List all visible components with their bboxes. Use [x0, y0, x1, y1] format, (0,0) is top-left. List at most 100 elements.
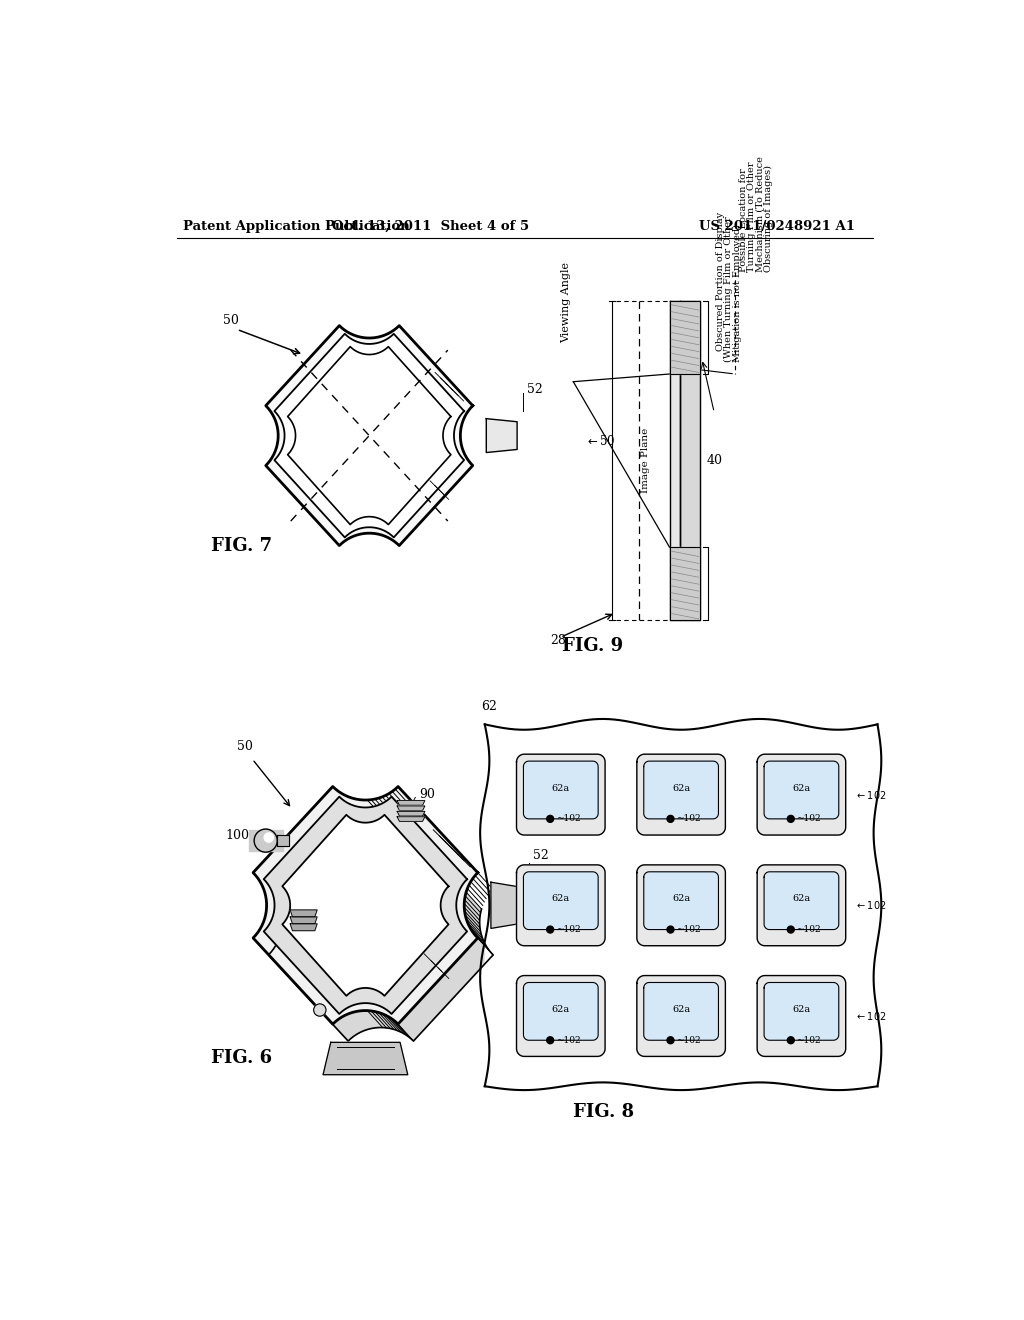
Text: 62a: 62a [552, 895, 570, 903]
Text: 62a: 62a [793, 1005, 810, 1014]
Circle shape [264, 833, 273, 842]
Polygon shape [397, 812, 425, 816]
Polygon shape [397, 807, 425, 810]
Polygon shape [764, 871, 839, 929]
Polygon shape [283, 814, 449, 995]
Text: US 2011/0248921 A1: US 2011/0248921 A1 [699, 219, 855, 232]
Polygon shape [670, 301, 700, 374]
Polygon shape [290, 917, 317, 924]
Polygon shape [490, 882, 528, 928]
Polygon shape [670, 301, 680, 620]
Text: ~102: ~102 [797, 1036, 821, 1044]
Text: Mitigation is not Employed): Mitigation is not Employed) [733, 224, 741, 363]
Polygon shape [266, 326, 473, 545]
Circle shape [787, 927, 795, 933]
Polygon shape [523, 871, 598, 929]
Text: Mechanism (To Reduce: Mechanism (To Reduce [756, 157, 765, 272]
Polygon shape [523, 982, 598, 1040]
Text: ~102: ~102 [676, 814, 700, 824]
Text: ~102: ~102 [797, 925, 821, 935]
Text: 54: 54 [340, 440, 354, 449]
Polygon shape [523, 762, 598, 818]
Text: 40: 40 [707, 454, 723, 467]
Text: Viewing Angle: Viewing Angle [560, 263, 570, 343]
Text: Oct. 13, 2011  Sheet 4 of 5: Oct. 13, 2011 Sheet 4 of 5 [333, 219, 529, 232]
Polygon shape [278, 836, 289, 846]
Circle shape [667, 816, 674, 822]
Polygon shape [397, 800, 425, 805]
Circle shape [667, 1036, 674, 1044]
Polygon shape [644, 762, 719, 818]
Text: 50: 50 [223, 314, 239, 326]
Polygon shape [680, 301, 700, 620]
Polygon shape [274, 334, 464, 537]
Text: 90: 90 [419, 788, 435, 801]
Text: Patent Application Publication: Patent Application Publication [183, 219, 410, 232]
Text: ~102: ~102 [556, 814, 581, 824]
Polygon shape [516, 754, 605, 836]
Polygon shape [264, 797, 467, 1014]
Polygon shape [397, 817, 425, 821]
Text: $\leftarrow$102: $\leftarrow$102 [855, 1010, 887, 1022]
Text: FIG. 9: FIG. 9 [562, 638, 623, 655]
Text: Turning Film or Other: Turning Film or Other [748, 162, 757, 272]
Text: Obscuring of Images): Obscuring of Images) [764, 165, 773, 272]
Circle shape [667, 927, 674, 933]
Text: FIG. 6: FIG. 6 [211, 1049, 272, 1067]
Polygon shape [764, 982, 839, 1040]
Text: 62a: 62a [672, 895, 690, 903]
Polygon shape [253, 787, 478, 1024]
Circle shape [787, 1036, 795, 1044]
Text: $\leftarrow$102: $\leftarrow$102 [855, 899, 887, 911]
Polygon shape [757, 865, 846, 945]
Text: Image Plane: Image Plane [641, 428, 650, 494]
Circle shape [254, 829, 278, 853]
Text: 100: 100 [225, 829, 250, 842]
Circle shape [313, 1003, 326, 1016]
Text: (When Turning Film or Other: (When Turning Film or Other [724, 216, 733, 363]
Polygon shape [253, 892, 494, 1041]
Text: 28: 28 [550, 634, 566, 647]
Text: 62a: 62a [672, 1005, 690, 1014]
Text: 90: 90 [291, 903, 306, 915]
Polygon shape [516, 865, 605, 945]
Polygon shape [764, 762, 839, 818]
Text: Possible Location for: Possible Location for [739, 169, 748, 272]
Text: 62: 62 [481, 701, 497, 714]
Text: 52: 52 [527, 383, 543, 396]
Text: $\leftarrow$50: $\leftarrow$50 [585, 434, 615, 449]
Polygon shape [644, 871, 719, 929]
Circle shape [547, 927, 554, 933]
Text: 62a: 62a [672, 784, 690, 792]
Polygon shape [644, 982, 719, 1040]
Polygon shape [484, 725, 878, 1086]
Polygon shape [290, 924, 317, 931]
Polygon shape [486, 418, 517, 453]
Polygon shape [290, 909, 317, 917]
Text: Obscured Portion of Display: Obscured Portion of Display [716, 211, 725, 351]
Text: ~102: ~102 [556, 1036, 581, 1044]
Text: FIG. 7: FIG. 7 [211, 537, 272, 556]
Polygon shape [516, 975, 605, 1056]
Text: FIG. 8: FIG. 8 [573, 1104, 635, 1121]
Polygon shape [637, 975, 725, 1056]
Text: 50: 50 [237, 739, 253, 752]
Text: ~102: ~102 [676, 925, 700, 935]
Circle shape [547, 1036, 554, 1044]
Text: 52: 52 [532, 849, 548, 862]
Text: ~102: ~102 [797, 814, 821, 824]
Polygon shape [757, 975, 846, 1056]
Text: 62a: 62a [552, 1005, 570, 1014]
Text: ~102: ~102 [676, 1036, 700, 1044]
Polygon shape [637, 865, 725, 945]
Polygon shape [757, 754, 846, 836]
Polygon shape [288, 347, 451, 524]
Polygon shape [637, 754, 725, 836]
Text: 62a: 62a [552, 784, 570, 792]
Text: 62a: 62a [793, 784, 810, 792]
Circle shape [547, 816, 554, 822]
Text: $\leftarrow$102: $\leftarrow$102 [855, 788, 887, 801]
Text: 62a: 62a [793, 895, 810, 903]
Circle shape [787, 816, 795, 822]
Text: ~102: ~102 [556, 925, 581, 935]
